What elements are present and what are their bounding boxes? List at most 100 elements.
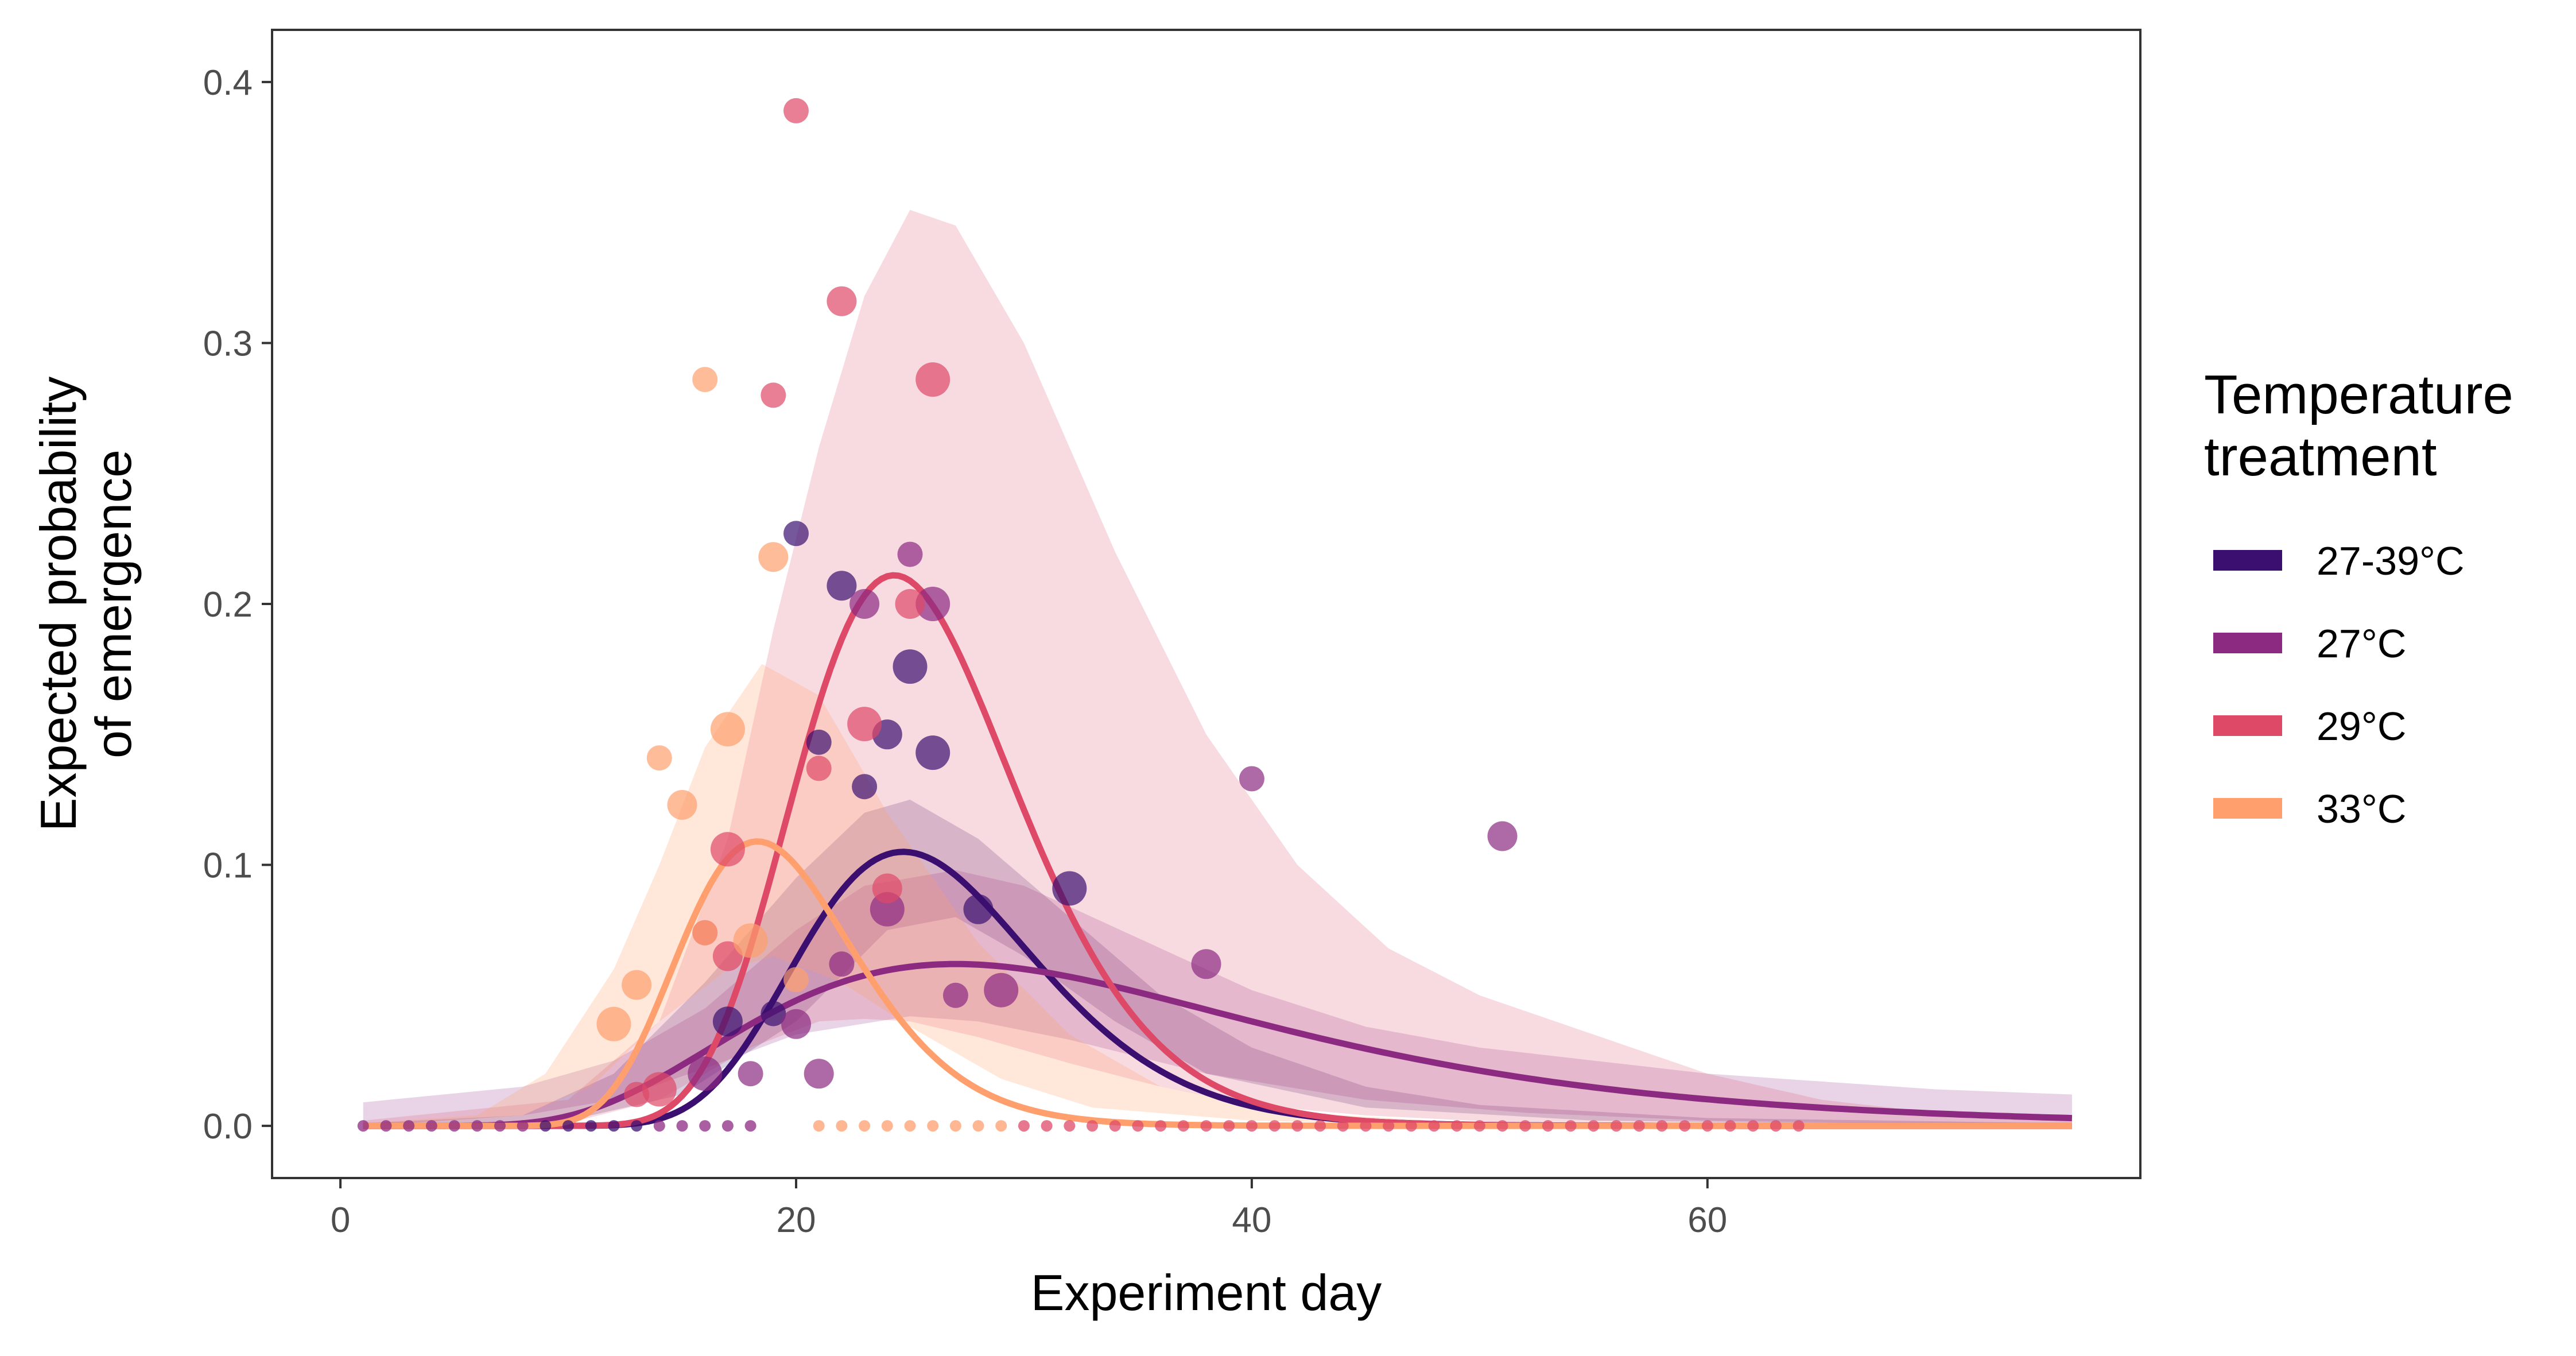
baseline-dot <box>1701 1120 1713 1132</box>
baseline-dot <box>813 1120 825 1132</box>
baseline-dot <box>1360 1120 1372 1132</box>
baseline-dot <box>1200 1120 1212 1132</box>
baseline-dot <box>494 1120 506 1132</box>
y-tick-label: 0.4 <box>203 63 253 103</box>
baseline-dot <box>1383 1120 1395 1132</box>
baseline-dot <box>1724 1120 1736 1132</box>
point-1-11 <box>688 1056 723 1091</box>
point-1-10 <box>781 1009 811 1039</box>
baseline-dot <box>744 1120 756 1132</box>
baseline-dot <box>1519 1120 1531 1132</box>
baseline-dot <box>1770 1120 1782 1132</box>
baseline-dot <box>972 1120 984 1132</box>
observed-points <box>596 98 1518 1107</box>
baseline-dot <box>1246 1120 1258 1132</box>
point-0-1 <box>827 571 857 601</box>
x-tick-label: 60 <box>1687 1200 1727 1240</box>
baseline-dot <box>1451 1120 1463 1132</box>
legend-key-0 <box>2213 550 2282 571</box>
point-1-5 <box>870 892 905 927</box>
legend-label-3: 33°C <box>2317 787 2406 831</box>
baseline-dot <box>1496 1120 1508 1132</box>
point-1-6 <box>829 951 855 977</box>
point-0-0 <box>783 521 809 547</box>
baseline-dot <box>1018 1120 1030 1132</box>
x-tick-label: 40 <box>1232 1200 1271 1240</box>
baseline-dot <box>517 1120 529 1132</box>
point-3-8 <box>596 1006 631 1041</box>
baseline-dot <box>995 1120 1007 1132</box>
baseline-dot <box>1291 1120 1303 1132</box>
baseline-dot <box>471 1120 483 1132</box>
baseline-dot <box>949 1120 961 1132</box>
baseline-dot <box>631 1120 643 1132</box>
baseline-dot <box>562 1120 574 1132</box>
point-2-7 <box>872 873 902 904</box>
baseline-dot <box>1747 1120 1759 1132</box>
baseline-dot <box>927 1120 939 1132</box>
baseline-dot <box>1155 1120 1167 1132</box>
point-3-1 <box>758 542 789 572</box>
x-tick-label: 0 <box>331 1200 350 1240</box>
baseline-dot <box>721 1120 734 1132</box>
baseline-dot <box>1679 1120 1691 1132</box>
point-3-6 <box>783 967 809 993</box>
baseline-dot <box>1793 1120 1805 1132</box>
baseline-dot <box>585 1120 597 1132</box>
point-2-12 <box>624 1082 650 1107</box>
point-2-6 <box>806 756 832 781</box>
point-1-0 <box>897 541 923 567</box>
baseline-dot <box>653 1120 665 1132</box>
y-axis-title-line2: of emergence <box>85 450 142 758</box>
baseline-dot <box>699 1120 711 1132</box>
point-2-3 <box>761 382 786 408</box>
y-tick-label: 0.1 <box>203 846 253 886</box>
y-tick-label: 0.2 <box>203 585 253 625</box>
point-1-1 <box>849 589 880 619</box>
baseline-dot <box>676 1120 688 1132</box>
baseline-dot <box>1087 1120 1098 1132</box>
point-1-13 <box>804 1059 834 1089</box>
legend-key-1 <box>2213 633 2282 653</box>
baseline-dot <box>1177 1120 1189 1132</box>
confidence-ribbons <box>363 210 2072 1126</box>
point-2-2 <box>915 362 951 397</box>
y-tick-label: 0.3 <box>203 324 253 363</box>
point-1-9 <box>942 982 968 1008</box>
legend-title-line2: treatment <box>2204 426 2437 487</box>
point-2-0 <box>783 98 809 123</box>
point-2-11 <box>642 1072 677 1107</box>
baseline-dot <box>1337 1120 1349 1132</box>
baseline-dot <box>425 1120 437 1132</box>
baseline-dot <box>1611 1120 1622 1132</box>
point-2-1 <box>827 286 857 316</box>
legend-label-0: 27-39°C <box>2317 538 2465 583</box>
point-0-10 <box>712 1006 743 1037</box>
point-1-2 <box>915 587 951 621</box>
baseline-dot <box>859 1120 871 1132</box>
legend-label-1: 27°C <box>2317 621 2406 666</box>
axes: 0 20 40 60 0.0 0.1 0.2 0.3 0.4 <box>203 63 1727 1240</box>
baseline-dot <box>1565 1120 1577 1132</box>
legend-key-2 <box>2213 715 2282 736</box>
baseline-dot <box>881 1120 893 1132</box>
baseline-dot <box>1405 1120 1417 1132</box>
point-3-2 <box>710 712 745 747</box>
baseline-dot <box>608 1120 620 1132</box>
y-tick-label: 0.0 <box>203 1107 253 1146</box>
point-0-6 <box>852 774 878 800</box>
point-1-3 <box>1239 766 1264 792</box>
curve-3 <box>363 838 2072 1129</box>
point-0-2 <box>893 649 928 684</box>
point-0-5 <box>915 735 951 770</box>
baseline-dot <box>1041 1120 1053 1132</box>
baseline-dot <box>1542 1120 1554 1132</box>
point-1-4 <box>1487 821 1518 851</box>
baseline-dot <box>1656 1120 1668 1132</box>
ribbon-3 <box>363 664 2072 1126</box>
baseline-dot <box>1064 1120 1076 1132</box>
ribbon-2 <box>363 210 2072 1126</box>
baseline-dot <box>1633 1120 1645 1132</box>
point-1-7 <box>1191 949 1221 979</box>
